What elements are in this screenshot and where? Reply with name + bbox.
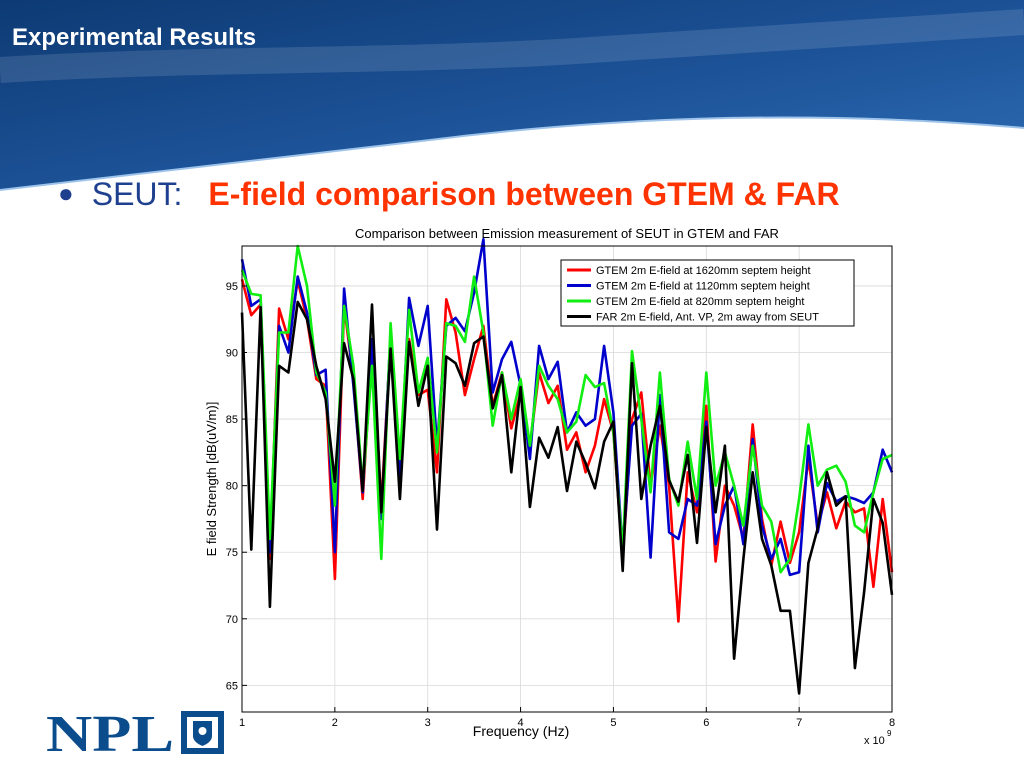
x-tick-label: 8 — [889, 717, 895, 729]
bullet-headline: E-field comparison between GTEM & FAR — [208, 176, 840, 212]
slide-title: Experimental Results — [12, 24, 257, 51]
legend-label: GTEM 2m E-field at 1620mm septem height — [596, 265, 811, 277]
y-tick-label: 90 — [226, 348, 238, 360]
crest-icon — [181, 711, 224, 754]
emission-comparison-chart: 1 2 3 4 5 6 7 8 65 70 75 80 85 90 95 Comparison between… — [204, 226, 895, 747]
bullet-label: SEUT: — [91, 176, 183, 212]
x-tick-label: 3 — [425, 717, 431, 729]
y-tick-label: 65 — [226, 680, 238, 692]
y-tick-label: 70 — [226, 614, 238, 626]
y-tick-label: 85 — [226, 414, 238, 426]
x-tick-label: 6 — [703, 717, 709, 729]
x-multiplier-label: x 10 — [864, 735, 885, 747]
plot-frame — [241, 245, 893, 713]
y-tick-label: 75 — [226, 547, 238, 559]
slide-header-banner — [0, 0, 1024, 191]
y-tick-label: 80 — [226, 481, 238, 493]
series-line-3 — [240, 244, 893, 574]
bullet-line: ● SEUT: E-field comparison between GTEM & … — [58, 176, 840, 213]
x-tick-label: 7 — [796, 717, 802, 729]
x-tick-label: 2 — [332, 717, 338, 729]
x-tick-label: 5 — [610, 717, 616, 729]
series-line-4 — [240, 300, 894, 695]
y-tick-label: 95 — [226, 281, 238, 293]
legend-box — [560, 259, 855, 327]
bullet-dot-icon: ● — [58, 178, 74, 208]
x-axis-label: Frequency (Hz) — [473, 723, 569, 739]
legend-label: GTEM 2m E-field at 820mm septem height — [596, 296, 804, 308]
x-tick-label: 4 — [518, 717, 524, 729]
svg-text:NPL: NPL — [46, 706, 174, 758]
legend-label: GTEM 2m E-field at 1120mm septem height — [596, 281, 810, 293]
x-tick-label: 1 — [239, 717, 245, 729]
legend-label: FAR 2m E-field, Ant. VP, 2m away from SE… — [596, 312, 819, 324]
chart-title: Comparison between Emission measurement … — [355, 226, 779, 241]
x-exponent-label: 9 — [887, 729, 892, 738]
npl-logo: NPL — [46, 706, 224, 758]
y-axis-label: E field Strength [dB(uV/m)] — [204, 402, 219, 557]
